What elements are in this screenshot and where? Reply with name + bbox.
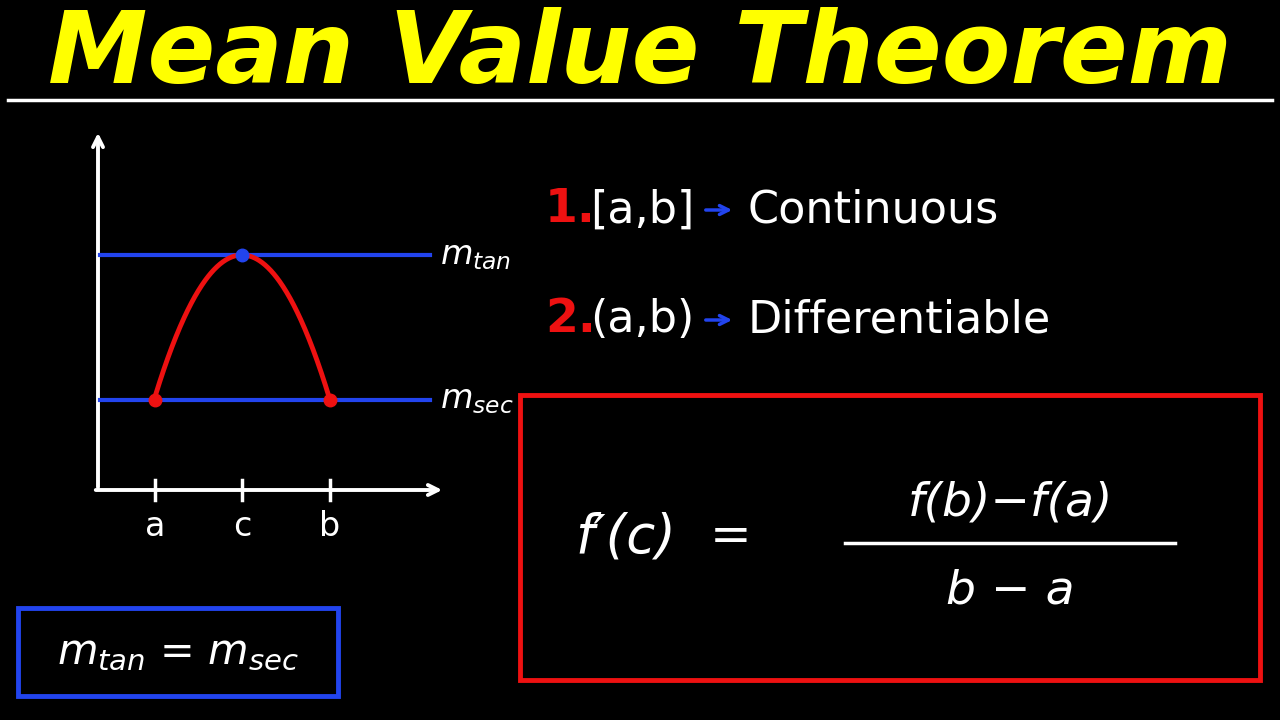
Text: [a,b]: [a,b] [590, 189, 694, 232]
Text: c: c [233, 510, 251, 543]
Text: Mean Value Theorem: Mean Value Theorem [49, 6, 1231, 104]
Text: (a,b): (a,b) [590, 299, 694, 341]
Text: $m_{tan}$: $m_{tan}$ [440, 238, 511, 271]
Text: $m_{sec}$: $m_{sec}$ [440, 384, 513, 416]
Text: 1.: 1. [545, 187, 596, 233]
Text: $m_{tan}$ = $m_{sec}$: $m_{tan}$ = $m_{sec}$ [58, 631, 300, 673]
Text: 2.: 2. [545, 297, 596, 343]
FancyBboxPatch shape [18, 608, 338, 696]
Text: b: b [320, 510, 340, 543]
Text: Differentiable: Differentiable [748, 299, 1051, 341]
Text: f(b)−f(a): f(b)−f(a) [908, 480, 1112, 525]
Text: f′(c): f′(c) [575, 511, 676, 564]
FancyBboxPatch shape [520, 395, 1260, 680]
Text: Continuous: Continuous [748, 189, 1000, 232]
Text: a: a [145, 510, 165, 543]
Text: b − a: b − a [946, 568, 1074, 613]
Text: =: = [710, 513, 751, 562]
